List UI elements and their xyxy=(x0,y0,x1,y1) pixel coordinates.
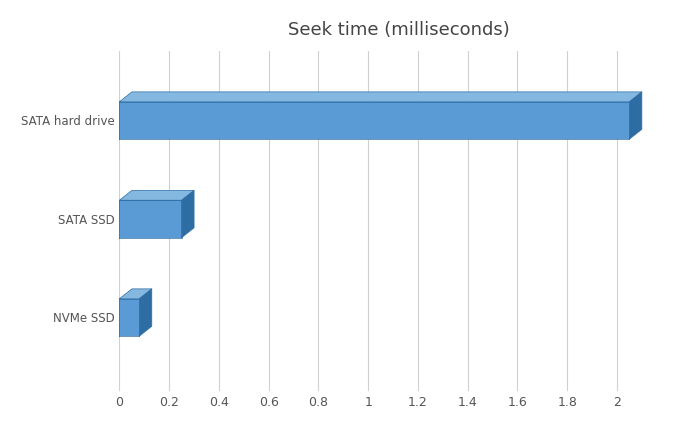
Polygon shape xyxy=(120,92,642,102)
Title: Seek time (milliseconds): Seek time (milliseconds) xyxy=(288,21,510,39)
Polygon shape xyxy=(181,190,194,238)
Polygon shape xyxy=(120,289,152,299)
Polygon shape xyxy=(629,92,642,139)
Polygon shape xyxy=(120,299,139,336)
Polygon shape xyxy=(120,200,181,238)
Polygon shape xyxy=(120,190,194,200)
Polygon shape xyxy=(139,289,152,336)
Polygon shape xyxy=(120,102,629,139)
